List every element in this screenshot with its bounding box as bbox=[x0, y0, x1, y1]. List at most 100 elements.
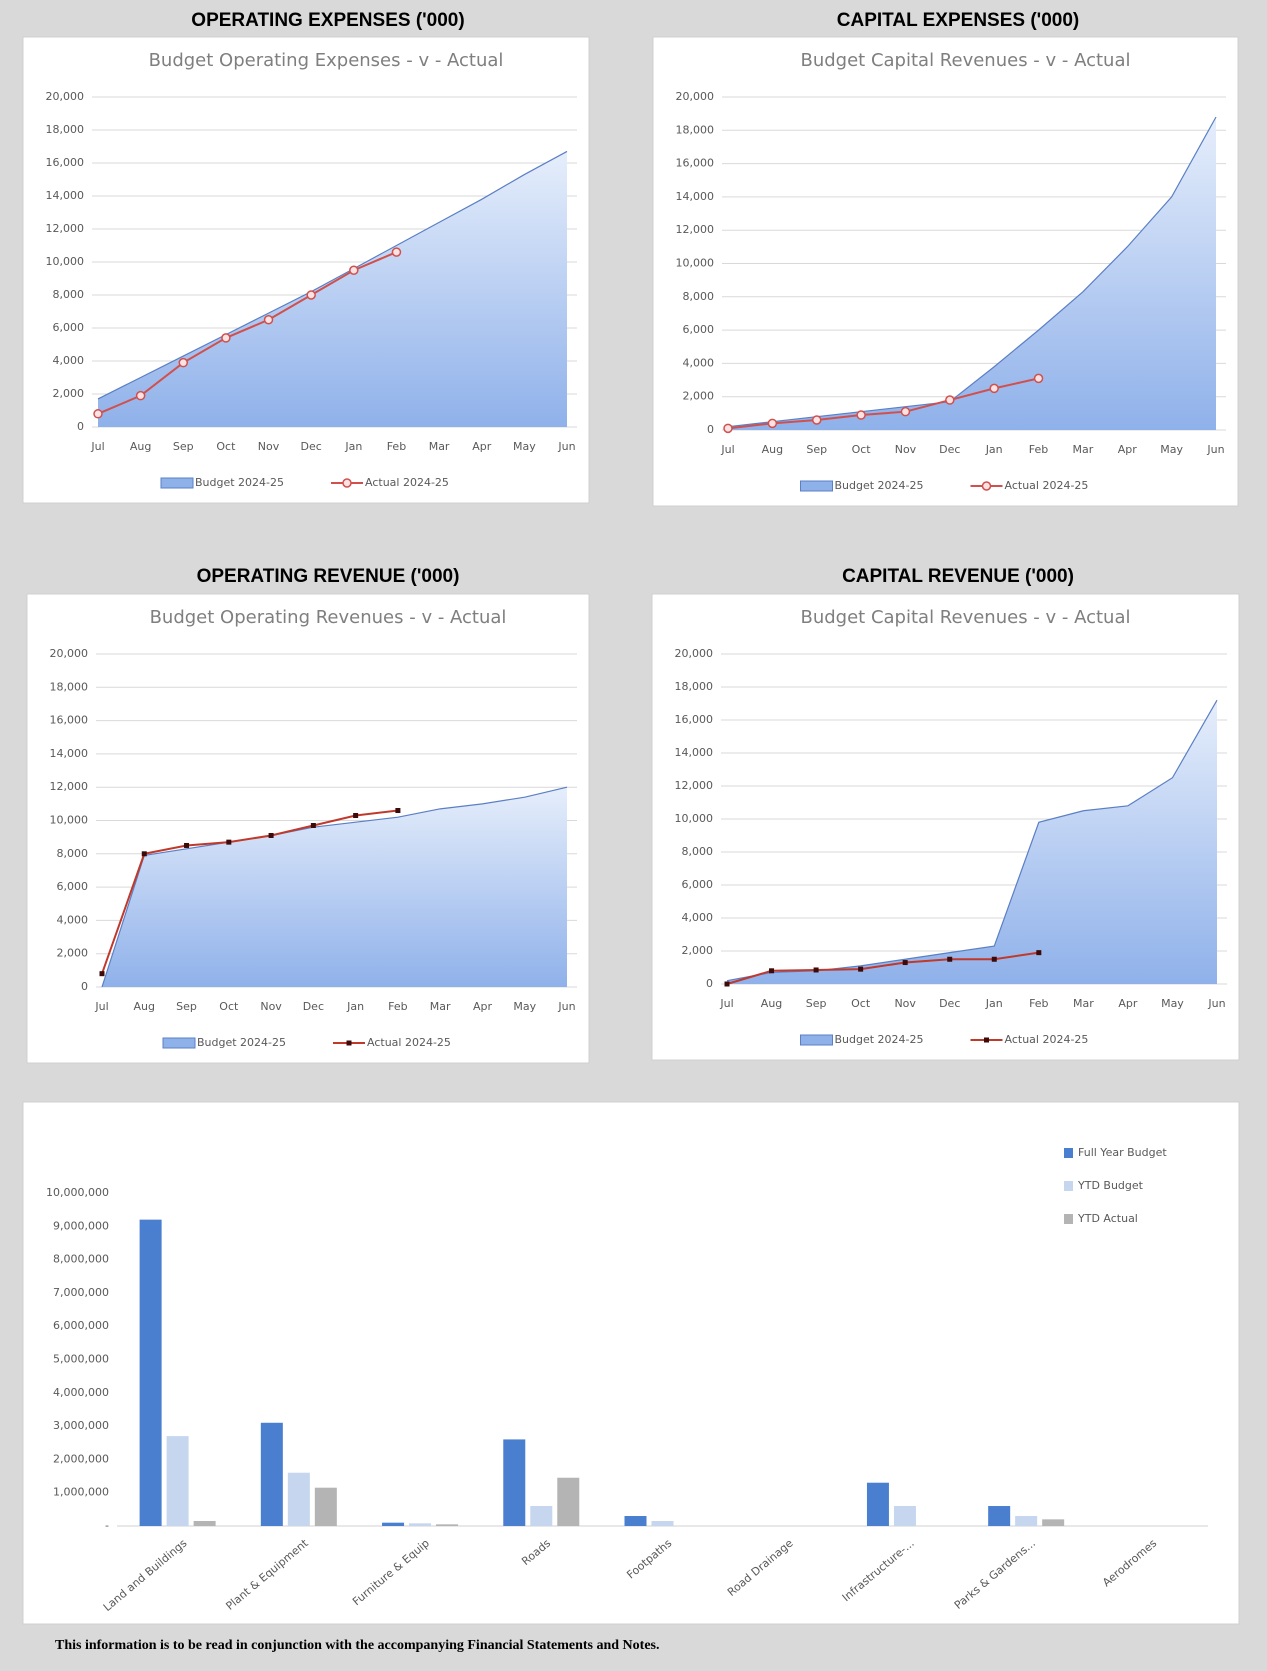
point bbox=[306, 290, 316, 300]
point bbox=[1036, 950, 1042, 956]
x-tick-label: Nov bbox=[258, 440, 280, 453]
point bbox=[1033, 373, 1044, 384]
actual-line bbox=[726, 951, 1039, 985]
x-tick-label: Jul bbox=[720, 443, 734, 456]
y-tick-label: 0 bbox=[707, 423, 714, 436]
bar bbox=[893, 1506, 916, 1526]
bar bbox=[436, 1524, 459, 1526]
x-tick-label: Jan bbox=[985, 443, 1003, 456]
point bbox=[263, 315, 274, 325]
legend-label: Budget 2024-25 bbox=[835, 479, 924, 492]
y-tick-label: 14,000 bbox=[676, 190, 715, 203]
y-tick-label: 10,000 bbox=[676, 257, 715, 270]
x-tick-label: May bbox=[1161, 997, 1184, 1010]
point bbox=[947, 956, 953, 962]
area-edge bbox=[97, 150, 568, 400]
y-tick-label: 18,000 bbox=[46, 123, 85, 136]
y-tick-label: 8,000 bbox=[683, 290, 715, 303]
point bbox=[93, 409, 103, 419]
point bbox=[353, 813, 359, 819]
point bbox=[178, 357, 189, 368]
y-tick-label: 20,000 bbox=[675, 647, 714, 660]
legend-label: Actual 2024-25 bbox=[367, 1036, 451, 1049]
bar bbox=[166, 1436, 189, 1526]
actual-line bbox=[101, 809, 399, 975]
y-tick-label: 20,000 bbox=[676, 90, 715, 103]
x-tick-label: Apr bbox=[473, 1000, 493, 1013]
y-tick-label: 2,000 bbox=[53, 387, 85, 400]
x-tick-label: Oct bbox=[216, 440, 236, 453]
legend-swatch bbox=[160, 477, 194, 489]
point bbox=[226, 839, 232, 845]
x-tick-label: Jul bbox=[719, 997, 733, 1010]
y-tick-label: 12,000 bbox=[50, 780, 89, 793]
y-tick-label: 8,000 bbox=[682, 845, 714, 858]
x-tick-label: Jun bbox=[557, 1000, 575, 1013]
x-tick-label: Feb bbox=[387, 440, 406, 453]
x-tick-label: May bbox=[513, 440, 536, 453]
legend-marker bbox=[981, 481, 992, 491]
x-tick-label: Apr bbox=[1118, 443, 1138, 456]
y-tick-label: 0 bbox=[81, 980, 88, 993]
bar bbox=[382, 1522, 405, 1526]
area-fill bbox=[98, 151, 567, 427]
point bbox=[767, 418, 778, 429]
x-tick-label: Nov bbox=[260, 1000, 282, 1013]
bar bbox=[1042, 1519, 1065, 1526]
point bbox=[900, 406, 911, 417]
x-tick-label: Oct bbox=[852, 443, 872, 456]
x-tick-label: Feb bbox=[388, 1000, 407, 1013]
y-tick-label: 2,000 bbox=[682, 944, 714, 957]
bar bbox=[557, 1477, 580, 1526]
legend-label: Budget 2024-25 bbox=[197, 1036, 286, 1049]
y-tick-label: 14,000 bbox=[50, 747, 89, 760]
area-edge bbox=[101, 786, 568, 988]
x-tick-label: Oct bbox=[851, 997, 871, 1010]
legend-label: Full Year Budget bbox=[1078, 1146, 1167, 1159]
point bbox=[723, 423, 733, 434]
chart-title: Budget Operating Revenues - v - Actual bbox=[150, 607, 507, 628]
bar bbox=[1015, 1516, 1038, 1526]
x-tick-label: Nov bbox=[895, 443, 917, 456]
point bbox=[99, 971, 105, 977]
x-tick-label: Dec bbox=[303, 1000, 324, 1013]
area-fill bbox=[102, 787, 567, 987]
x-tick-label: Aug bbox=[134, 1000, 155, 1013]
bar bbox=[139, 1219, 162, 1526]
section-heading: OPERATING REVENUE ('000) bbox=[197, 566, 460, 587]
y-tick-label: 4,000,000 bbox=[53, 1386, 109, 1399]
y-tick-label: 4,000 bbox=[53, 354, 85, 367]
x-tick-label: Aug bbox=[762, 443, 783, 456]
y-tick-label: 10,000 bbox=[675, 812, 714, 825]
y-tick-label: 6,000 bbox=[682, 878, 714, 891]
bar bbox=[624, 1516, 647, 1526]
x-tick-label: Jan bbox=[346, 1000, 364, 1013]
x-tick-label: Sep bbox=[173, 440, 194, 453]
y-tick-label: 1,000,000 bbox=[53, 1486, 109, 1499]
x-tick-label: Sep bbox=[806, 997, 827, 1010]
footnote: This information is to be read in conjun… bbox=[55, 1638, 660, 1653]
point bbox=[395, 808, 401, 814]
y-tick-label: 10,000,000 bbox=[46, 1186, 109, 1199]
legend-swatch bbox=[1064, 1148, 1073, 1158]
bar bbox=[988, 1506, 1011, 1526]
bar bbox=[530, 1506, 553, 1526]
x-tick-label: Feb bbox=[1029, 997, 1048, 1010]
x-tick-label: Dec bbox=[939, 443, 960, 456]
x-tick-label: Mar bbox=[429, 440, 450, 453]
y-tick-label: 6,000 bbox=[57, 880, 89, 893]
x-tick-label: Jan bbox=[344, 440, 362, 453]
legend-label: Budget 2024-25 bbox=[835, 1033, 924, 1046]
y-tick-label: 8,000,000 bbox=[53, 1253, 109, 1266]
x-tick-label: Aug bbox=[761, 997, 782, 1010]
y-tick-label: 6,000,000 bbox=[53, 1319, 109, 1332]
actual-line bbox=[727, 377, 1039, 430]
y-tick-label: 12,000 bbox=[46, 222, 85, 235]
y-tick-label: 20,000 bbox=[46, 90, 85, 103]
y-tick-label: 7,000,000 bbox=[53, 1286, 109, 1299]
y-tick-label: 3,000,000 bbox=[53, 1419, 109, 1432]
legend-label: Actual 2024-25 bbox=[1005, 1033, 1089, 1046]
y-tick-label: 16,000 bbox=[50, 714, 89, 727]
point bbox=[724, 981, 730, 987]
point bbox=[858, 966, 864, 972]
